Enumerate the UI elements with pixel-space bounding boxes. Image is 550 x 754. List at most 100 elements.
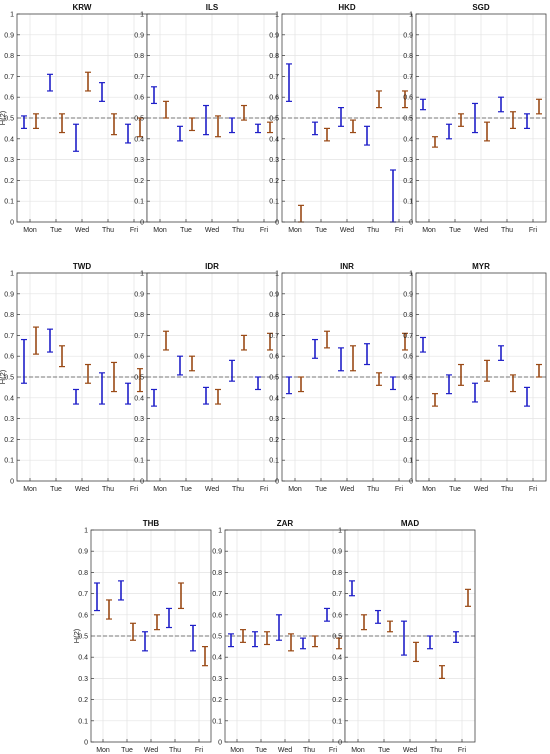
error-bar xyxy=(361,614,367,631)
y-tick-label: 0.6 xyxy=(269,95,279,102)
y-tick-label: 0.1 xyxy=(134,199,144,206)
y-tick-label: 0.8 xyxy=(403,53,413,60)
y-tick-label: 0.4 xyxy=(269,395,279,402)
error-bar xyxy=(125,123,131,144)
y-axis-label: H(2) xyxy=(0,110,7,125)
y-tick-label: 1 xyxy=(218,528,222,535)
x-tick-label: Mon xyxy=(422,486,436,493)
x-tick-label: Tue xyxy=(180,486,192,493)
panel-sgd: 0 0.1 0.2 0.3 0.4 0.5 0.6 0.7 0.8 0.9 1 Mon Tue Wed Th… xyxy=(403,3,547,234)
y-tick-label: 0.1 xyxy=(78,718,88,725)
error-bar xyxy=(21,115,27,129)
error-bar xyxy=(376,372,382,386)
x-tick-label: Tue xyxy=(121,747,133,754)
y-tick-label: 0 xyxy=(218,740,222,747)
x-tick-label: Fri xyxy=(260,227,269,234)
y-tick-label: 0.7 xyxy=(134,74,144,81)
error-bar xyxy=(401,620,407,656)
y-tick-label: 0.1 xyxy=(269,458,279,465)
y-tick-label: 0.7 xyxy=(403,74,413,81)
error-bar xyxy=(163,100,169,119)
y-tick-label: 0.3 xyxy=(269,157,279,164)
x-tick-label: Fri xyxy=(130,486,139,493)
y-tick-label: 0.2 xyxy=(78,697,88,704)
error-bar xyxy=(402,90,408,109)
y-tick-label: 0 xyxy=(10,220,14,227)
error-bar xyxy=(125,382,131,405)
y-tick-label: 0.9 xyxy=(212,549,222,556)
plot-frame xyxy=(344,529,476,743)
x-tick-label: Fri xyxy=(529,486,538,493)
x-tick-label: Thu xyxy=(169,747,181,754)
plot-frame xyxy=(146,13,278,223)
error-bar xyxy=(73,123,79,152)
error-bar xyxy=(286,63,292,102)
y-tick-label: 0.4 xyxy=(403,136,413,143)
x-tick-label: Mon xyxy=(96,747,110,754)
x-tick-label: Thu xyxy=(501,486,513,493)
error-bar xyxy=(336,637,342,650)
error-bar xyxy=(498,345,504,361)
y-tick-label: 0.3 xyxy=(332,676,342,683)
error-bar xyxy=(215,115,221,138)
y-tick-label: 0.9 xyxy=(269,291,279,298)
error-bar xyxy=(312,338,318,359)
y-tick-label: 0.2 xyxy=(269,437,279,444)
y-tick-label: 0.8 xyxy=(78,570,88,577)
y-tick-label: 0 xyxy=(409,479,413,486)
y-tick-label: 0.6 xyxy=(332,612,342,619)
y-tick-label: 0.1 xyxy=(403,199,413,206)
y-tick-label: 0.1 xyxy=(134,458,144,465)
y-tick-label: 0.8 xyxy=(134,312,144,319)
y-tick-label: 0.3 xyxy=(4,416,14,423)
y-tick-label: 0.6 xyxy=(212,612,222,619)
x-tick-label: Wed xyxy=(474,227,488,234)
error-bar xyxy=(177,355,183,376)
panel-title: INR xyxy=(340,262,354,271)
error-bar xyxy=(215,388,221,405)
y-tick-label: 0.3 xyxy=(4,157,14,164)
y-tick-label: 0.7 xyxy=(78,591,88,598)
y-tick-label: 0.6 xyxy=(403,95,413,102)
x-tick-label: Tue xyxy=(180,227,192,234)
error-bar xyxy=(276,614,282,641)
x-tick-label: Wed xyxy=(474,486,488,493)
error-bar xyxy=(338,106,344,127)
error-bar xyxy=(267,332,273,351)
y-axis-label: H(2) xyxy=(0,369,7,384)
error-bar xyxy=(267,121,273,134)
error-bar xyxy=(402,332,408,351)
x-tick-label: Fri xyxy=(329,747,338,754)
error-bar xyxy=(142,631,148,652)
y-tick-label: 0.8 xyxy=(4,53,14,60)
x-tick-label: Tue xyxy=(255,747,267,754)
error-bar xyxy=(376,90,382,109)
y-tick-label: 0.2 xyxy=(134,437,144,444)
y-tick-label: 0.9 xyxy=(4,291,14,298)
y-tick-label: 1 xyxy=(140,271,144,278)
panel-title: IDR xyxy=(205,262,219,271)
y-tick-label: 1 xyxy=(338,528,342,535)
error-bar xyxy=(458,363,464,386)
error-bar xyxy=(524,113,530,129)
error-bar xyxy=(178,582,184,610)
x-tick-label: Fri xyxy=(395,486,404,493)
error-bar xyxy=(439,665,445,680)
error-bar xyxy=(99,82,105,102)
error-bar xyxy=(465,588,471,607)
error-bar xyxy=(427,635,433,650)
x-tick-label: Tue xyxy=(315,227,327,234)
y-tick-label: 1 xyxy=(10,271,14,278)
panel-myr: 0 0.1 0.2 0.3 0.4 0.5 0.6 0.7 0.8 0.9 1 Mon Tue Wed Th… xyxy=(403,262,547,493)
panel-thb: 0 0.1 0.2 0.3 0.4 0.5 0.6 0.7 0.8 0.9 1 Mon Tue Wed Th… xyxy=(72,519,212,754)
x-tick-label: Wed xyxy=(278,747,292,754)
y-tick-label: 0 xyxy=(10,479,14,486)
y-tick-label: 0.4 xyxy=(269,136,279,143)
y-tick-label: 0.2 xyxy=(4,437,14,444)
error-bar xyxy=(350,345,356,372)
x-tick-label: Tue xyxy=(449,486,461,493)
panel-title: HKD xyxy=(338,3,356,12)
panel-ils: 0 0.1 0.2 0.3 0.4 0.5 0.6 0.7 0.8 0.9 1 Mon Tue Wed Th… xyxy=(134,3,278,234)
y-tick-label: 0.5 xyxy=(78,634,88,641)
